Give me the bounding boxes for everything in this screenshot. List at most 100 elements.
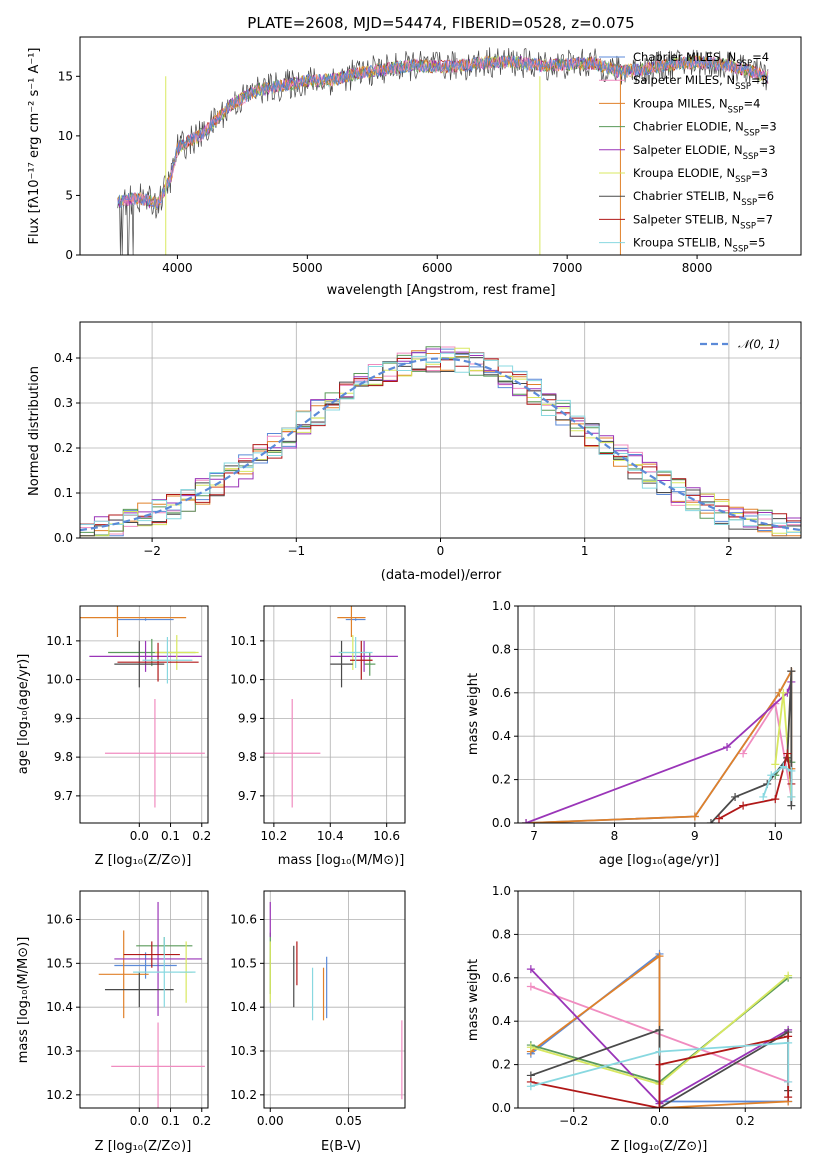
y-tick-label: 0.4 [492, 729, 511, 743]
weight-marker [723, 743, 732, 752]
legend-entry: Salpeter STELIB, NSSP=7 [633, 212, 773, 231]
weight-marker [526, 965, 535, 974]
wAge-xlabel: age [log₁₀(age/yr)] [599, 853, 720, 868]
y-tick-label: 5 [65, 188, 73, 202]
y-tick-label: 10.4 [46, 1000, 73, 1014]
histogram-step [80, 352, 801, 529]
plot-area [269, 901, 403, 1100]
x-tick-label: 0.2 [192, 829, 211, 843]
y-tick-label: 10.0 [46, 673, 73, 687]
legend-entry: Kroupa STELIB, NSSP=5 [633, 236, 765, 255]
massZ-xlabel: Z [log₁₀(Z/Z⊙)] [95, 1139, 192, 1154]
x-tick-label: 0.2 [192, 1114, 211, 1128]
weight-marker [739, 749, 748, 758]
mass-vs-metallicity-panel: Z [log₁₀(Z/Z⊙)] mass [log₁₀(M/M⊙)] 0.0 0.… [16, 890, 211, 1154]
y-tick-label: 0.0 [492, 1101, 511, 1115]
weight-line [525, 681, 793, 823]
x-tick-label: 0.1 [161, 1114, 180, 1128]
legend-text-tail: =6 [757, 189, 774, 203]
plot-area [526, 949, 793, 1108]
legend-text-tail: =4 [743, 96, 760, 110]
y-tick-label: 0.2 [492, 773, 511, 787]
weight-marker [784, 971, 793, 980]
x-tick-label: 1 [581, 544, 589, 558]
legend-text-tail: =3 [751, 73, 768, 87]
y-tick-label: 10.0 [230, 673, 257, 687]
x-tick-label: 9 [691, 829, 699, 843]
weight-marker [767, 771, 776, 780]
mass-vs-extinction-panel: E(B-V) 0.00 0.05 10.2 10.3 10.4 10.5 10.6 [230, 890, 406, 1154]
ageZ-xlabel: Z [log₁₀(Z/Z⊙)] [95, 853, 192, 868]
weight-marker [759, 792, 768, 801]
legend-entry: Salpeter ELODIE, NSSP=3 [633, 143, 776, 162]
legend-entry: Kroupa MILES, NSSP=4 [633, 96, 760, 115]
legend-entry: Chabrier STELIB, NSSP=6 [633, 189, 774, 208]
weight-marker [771, 760, 780, 769]
axes-frame [79, 36, 802, 256]
y-tick-label: 0 [65, 248, 73, 262]
legend-text: Salpeter STELIB, N [633, 212, 740, 226]
legend-text-tail: =5 [748, 236, 765, 250]
weight-marker [655, 952, 664, 961]
residual-xlabel: (data-model)/error [381, 568, 502, 583]
x-tick-label: 0.0 [650, 1114, 669, 1128]
histogram-step [80, 348, 801, 537]
x-tick-label: 8000 [682, 261, 713, 275]
y-tick-label: 0.6 [492, 971, 511, 985]
ageZ-ylabel: age [log₁₀(age/yr)] [16, 654, 31, 775]
plot-area [80, 606, 205, 808]
x-tick-label: 0.0 [130, 829, 149, 843]
y-tick-label: 10.3 [46, 1044, 73, 1058]
x-tick-label: 0.00 [257, 1114, 284, 1128]
weight-marker [690, 812, 699, 821]
y-tick-label: 10.2 [46, 1088, 73, 1102]
legend-text: Kroupa MILES, N [633, 96, 728, 110]
y-tick-label: 0.6 [492, 686, 511, 700]
y-tick-label: 9.8 [238, 750, 257, 764]
x-tick-label: 7000 [552, 261, 583, 275]
weight-marker [526, 1082, 535, 1091]
x-tick-label: 10.4 [317, 829, 344, 843]
y-tick-label: 0.2 [492, 1058, 511, 1072]
axes-frame [79, 605, 209, 824]
spectrum-line [117, 55, 769, 210]
weight-marker [655, 1047, 664, 1056]
weight-marker [784, 1038, 793, 1047]
weight-marker [787, 792, 796, 801]
legend-text: Chabrier ELODIE, N [633, 120, 744, 134]
y-tick-label: 1.0 [492, 599, 511, 613]
weight-marker [779, 688, 788, 697]
weight-marker [526, 1043, 535, 1052]
mass-weight-vs-age-panel: age [log₁₀(age/yr)] mass weight 7 8 9 10 0.0… [466, 599, 802, 868]
y-tick-label: 9.8 [54, 750, 73, 764]
axes-frame [79, 890, 209, 1109]
massZ-ylabel: mass [log₁₀(M/M⊙)] [16, 937, 31, 1064]
residual-ylabel: Normed distribution [27, 366, 42, 496]
y-tick-label: 10.1 [46, 634, 73, 648]
legend-subscript: SSP [744, 129, 760, 139]
legend-text-tail: =3 [760, 120, 777, 134]
x-tick-label: 5000 [292, 261, 323, 275]
weight-marker [731, 792, 740, 801]
y-tick-label: 0.3 [54, 396, 73, 410]
y-tick-label: 10.6 [230, 912, 257, 926]
legend-text-tail: =3 [751, 166, 768, 180]
y-tick-label: 0.1 [54, 486, 73, 500]
weight-marker [655, 1060, 664, 1069]
y-tick-label: 10 [58, 129, 73, 143]
legend-entry: Kroupa ELODIE, NSSP=3 [633, 166, 768, 185]
weight-marker [771, 795, 780, 804]
weight-marker [706, 819, 715, 823]
weight-marker [522, 819, 531, 823]
x-tick-label: 4000 [162, 261, 193, 275]
axes-frame [263, 605, 406, 824]
y-tick-label: 9.7 [238, 789, 257, 803]
y-tick-label: 0.2 [54, 441, 73, 455]
x-tick-label: −0.2 [559, 1114, 588, 1128]
plot-area [80, 346, 801, 537]
legend-text: Salpeter MILES, N [633, 73, 735, 87]
x-tick-label: 2 [725, 544, 733, 558]
x-tick-label: 0.1 [161, 829, 180, 843]
y-tick-label: 0.4 [492, 1014, 511, 1028]
legend-subscript: SSP [728, 105, 744, 115]
